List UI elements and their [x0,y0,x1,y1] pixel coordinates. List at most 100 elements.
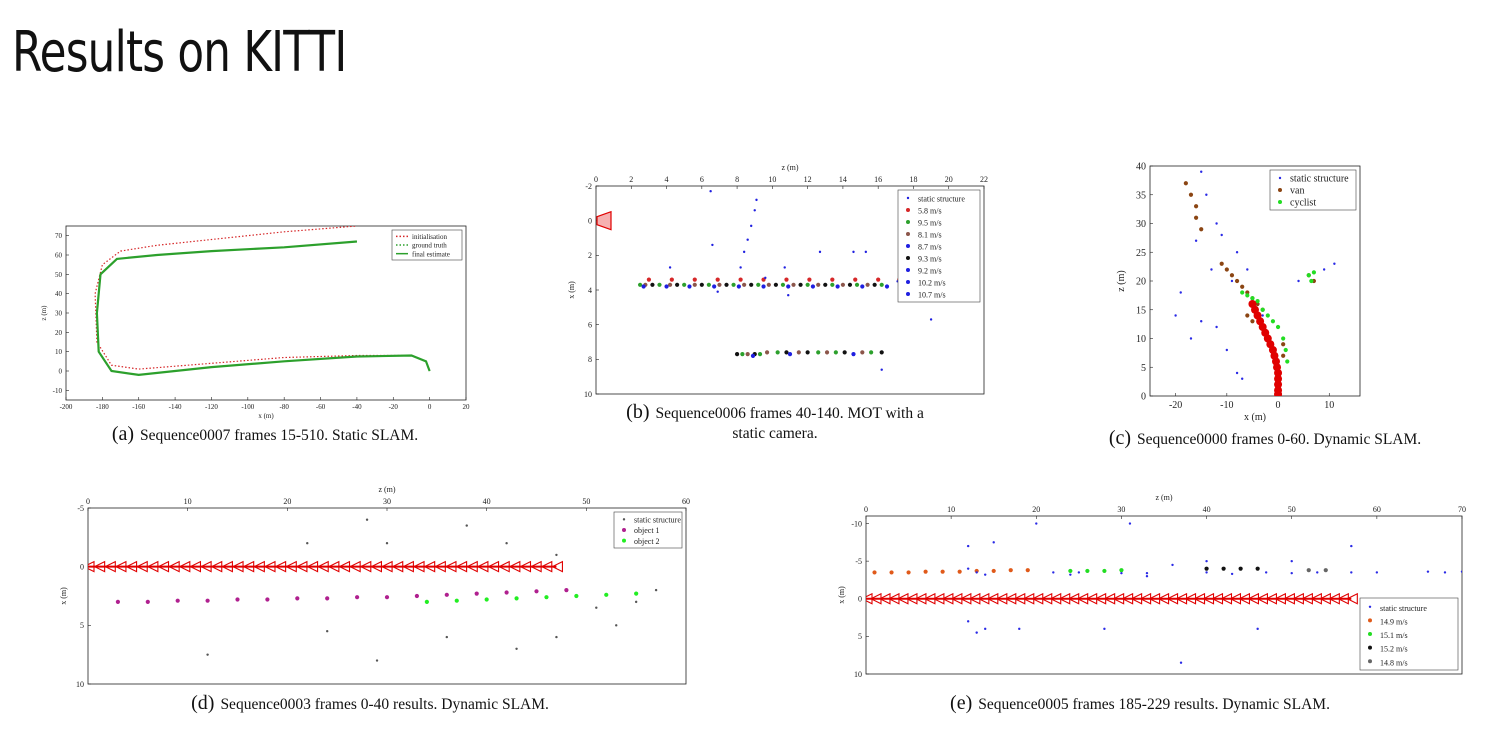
x-tick-label: 20 [1032,505,1040,514]
data-point [851,352,856,357]
slide-title: Results on KITTI [12,20,347,85]
data-point [595,606,598,609]
legend-swatch [1368,645,1372,650]
x-tick-label: 4 [665,175,669,184]
x-tick-label: -120 [205,403,218,411]
data-point [514,596,519,601]
y-tick-label: 5 [858,632,862,641]
data-point [654,588,658,592]
chart-c: -20 -10 0 10 0 5 10 15 20 25 30 35 40 x (m) z (m) stati… [1116,162,1361,423]
x-axis-label: z (m) [1155,493,1172,502]
data-point [1035,522,1038,525]
data-point [1145,574,1149,578]
data-point [807,277,812,282]
y-tick-label: 30 [1136,219,1146,230]
y-tick-label: 35 [1136,190,1146,201]
data-point [454,598,459,603]
plot-area [88,518,658,662]
legend-swatch [906,256,910,260]
caption-b-text: Sequence0006 frames 40-140. MOT with a [655,405,924,422]
data-point [791,282,796,287]
legend-entry: 5.8 m/s [918,207,942,216]
data-point [852,250,855,254]
y-tick-label: 8 [588,355,592,364]
data-point [842,350,847,355]
data-point [1264,571,1268,574]
legend-entry: 14.9 m/s [1380,617,1408,626]
data-point [805,350,810,355]
data-point [957,569,962,574]
data-point [414,593,419,599]
data-point [515,647,518,650]
chart-panel-c: -20 -10 0 10 0 5 10 15 20 25 30 35 40 x (m) z (m) stati… [1110,160,1370,425]
data-point [1102,568,1107,574]
data-point [1250,296,1255,301]
data-point [796,350,801,355]
x-tick-label: 40 [1203,505,1211,514]
data-point [1281,336,1286,341]
y-tick-label: -2 [585,182,592,191]
data-point [295,596,300,601]
y-axis-label: x (m) [567,281,576,299]
data-point [1189,337,1193,340]
x-tick-label: -80 [280,403,290,411]
data-point [1350,571,1353,574]
data-point [773,282,778,287]
x-tick-label: 2 [629,175,633,184]
data-point [818,250,822,254]
x-tick-label: 20 [945,175,953,184]
legend-entry: static structure [918,195,965,204]
data-point [783,266,786,269]
data-point [761,284,766,289]
x-tick-label: 70 [1458,505,1466,514]
data-point [1285,359,1290,364]
data-point [1205,571,1208,574]
data-point [1306,568,1311,573]
data-point [755,198,758,202]
data-point [424,599,429,604]
y-tick-label: 10 [76,680,84,689]
y-tick-label: -10 [53,387,63,395]
x-tick-label: 50 [582,497,590,506]
x-tick-label: -40 [352,403,362,411]
legend-entry: object 2 [634,537,660,546]
data-point [1179,661,1183,664]
data-point [775,350,780,355]
data-point [1069,573,1072,576]
x-tick-label: -100 [241,403,254,411]
data-point [206,653,209,656]
y-tick-label: 4 [588,286,592,295]
x-tick-label: 30 [383,497,391,506]
legend-entry: cyclist [1290,198,1316,209]
chart-panel-b: 0 2 4 6 8 10 12 14 16 18 20 22 -2 0 2 4 6 8 10 z (m) x (m) st… [556,148,996,399]
data-point [860,350,865,355]
y-tick-label: 60 [55,251,63,259]
camera-marker [551,560,563,573]
data-point [555,635,558,639]
camera-marker [1274,390,1283,396]
data-point [906,570,911,575]
data-point [753,209,756,212]
y-tick-label: 15 [1136,305,1146,316]
data-point [835,284,840,289]
data-point [746,238,749,241]
data-point [355,595,360,600]
caption-a: (a) Sequence0007 frames 15-510. Static SL… [45,424,485,446]
data-point [1220,233,1223,237]
x-tick-label: -20 [1169,400,1182,411]
legend-entry: static structure [1290,174,1349,185]
caption-d-text: Sequence0003 frames 0-40 results. Dynami… [220,696,549,713]
data-point [879,282,884,287]
data-point [650,282,655,287]
data-point [1309,278,1314,284]
data-point [738,277,743,282]
data-point [325,596,330,601]
data-point [731,282,736,287]
x-axis-label: x (m) [258,412,274,420]
x-tick-label: 16 [874,175,882,184]
y-tick-label: 5 [80,621,84,630]
data-point [574,593,579,599]
data-point [766,282,771,287]
